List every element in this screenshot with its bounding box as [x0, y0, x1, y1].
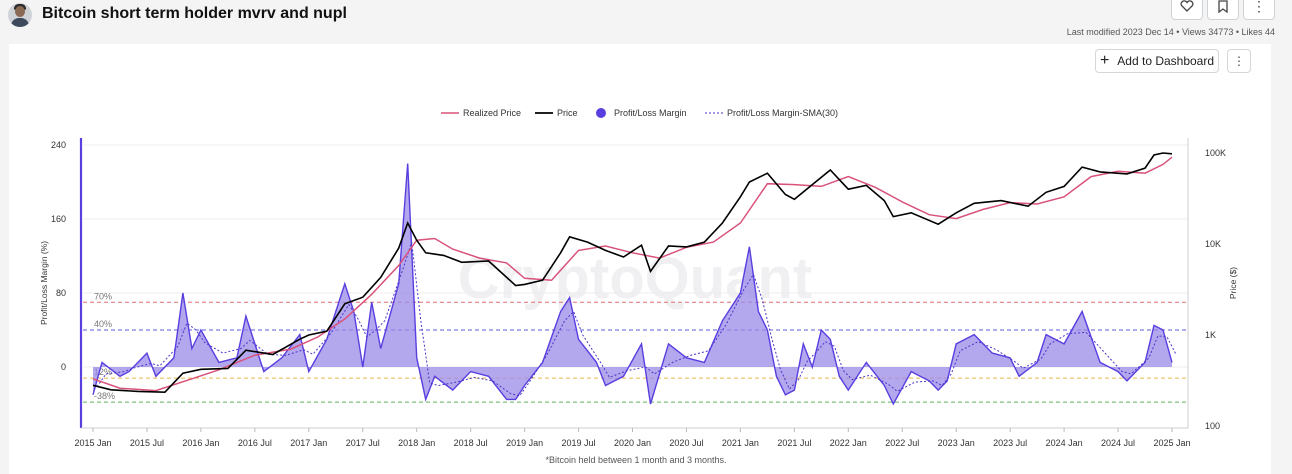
avatar[interactable]	[8, 3, 32, 27]
reference-lines: 70% 40% 12% -38%	[83, 291, 1186, 403]
y-right-tick-label: 100	[1205, 421, 1220, 431]
x-tick-label: 2016 Jul	[238, 438, 272, 448]
page-title: Bitcoin short term holder mvrv and nupl	[42, 5, 347, 22]
y-left-tick-label: 240	[51, 140, 66, 150]
x-tick-label: 2024 Jan	[1046, 438, 1083, 448]
plus-icon: +	[1099, 52, 1110, 69]
x-tick-label: 2022 Jul	[885, 438, 919, 448]
axes: 240 160 80 0 Profit/Loss Margin (%) 100K 10K 1K…	[39, 138, 1238, 448]
x-tick-label: 2020 Jul	[669, 438, 703, 448]
y-right-tick-label: 1K	[1205, 330, 1216, 340]
y-left-axis-label: Profit/Loss Margin (%)	[39, 241, 49, 325]
like-button[interactable]	[1171, 0, 1203, 20]
y-right-axis-label: Price ($)	[1228, 267, 1238, 299]
add-to-dashboard-button[interactable]: + Add to Dashboard	[1095, 49, 1219, 73]
x-tick-label: 2020 Jan	[614, 438, 651, 448]
bookmark-button[interactable]	[1207, 0, 1239, 20]
more-options-button[interactable]: ⋮	[1243, 0, 1275, 20]
x-tick-label: 2023 Jul	[993, 438, 1027, 448]
legend: Realized Price Price Profit/Loss Margin Pro…	[441, 108, 838, 118]
reference-line-label: 12%	[94, 367, 112, 377]
x-tick-label: 2019 Jan	[506, 438, 543, 448]
x-tick-label: 2021 Jan	[722, 438, 759, 448]
y-left-tick-label: 160	[51, 214, 66, 224]
more-vertical-icon: ⋮	[1233, 54, 1245, 68]
x-tick-label: 2017 Jul	[346, 438, 380, 448]
y-left-tick-label: 80	[56, 288, 66, 298]
x-tick-label: 2016 Jan	[182, 438, 219, 448]
x-tick-label: 2022 Jan	[830, 438, 867, 448]
bookmark-icon	[1218, 0, 1228, 13]
legend-price-label: Price	[557, 108, 578, 118]
series	[92, 152, 1177, 406]
meta-info: Last modified 2023 Dec 14 • Views 34773 …	[1066, 27, 1275, 37]
x-tick-label: 2024 Jul	[1101, 438, 1135, 448]
x-tick-label: 2018 Jan	[398, 438, 435, 448]
add-to-dashboard-label: Add to Dashboard	[1117, 54, 1215, 68]
watermark: CryptoQuant	[458, 246, 812, 311]
x-tick-label: 2017 Jan	[290, 438, 327, 448]
header-bar: Bitcoin short term holder mvrv and nupl …	[0, 0, 1292, 44]
profit-loss-margin-sma-line	[96, 241, 1177, 397]
more-vertical-icon: ⋮	[1252, 0, 1266, 14]
y-right-tick-label: 100K	[1205, 148, 1226, 158]
heart-icon	[1180, 0, 1194, 12]
reference-line-label: -38%	[94, 391, 115, 401]
x-tick-label: 2019 Jul	[562, 438, 596, 448]
reference-line-label: 70%	[94, 291, 112, 301]
profit-loss-margin-line	[92, 163, 1173, 406]
legend-sma-label: Profit/Loss Margin-SMA(30)	[727, 108, 838, 118]
avatar-body	[11, 18, 29, 27]
chart-footnote: *Bitcoin held between 1 month and 3 mont…	[545, 455, 726, 465]
x-tick-label: 2021 Jul	[777, 438, 811, 448]
y-left-tick-label: 0	[61, 362, 66, 372]
x-tick-label: 2025 Jan	[1153, 438, 1190, 448]
x-tick-label: 2015 Jul	[130, 438, 164, 448]
chart-more-button[interactable]: ⋮	[1227, 49, 1251, 73]
price-line	[92, 152, 1173, 394]
legend-profit-loss-margin-swatch	[596, 108, 606, 118]
legend-realized-price-label: Realized Price	[463, 108, 521, 118]
avatar-head	[15, 6, 25, 17]
x-tick-label: 2018 Jul	[454, 438, 488, 448]
legend-profit-loss-margin-label: Profit/Loss Margin	[614, 108, 687, 118]
x-tick-label: 2023 Jan	[938, 438, 975, 448]
x-tick-label: 2015 Jan	[74, 438, 111, 448]
y-right-tick-label: 10K	[1205, 239, 1221, 249]
reference-line-label: 40%	[94, 319, 112, 329]
